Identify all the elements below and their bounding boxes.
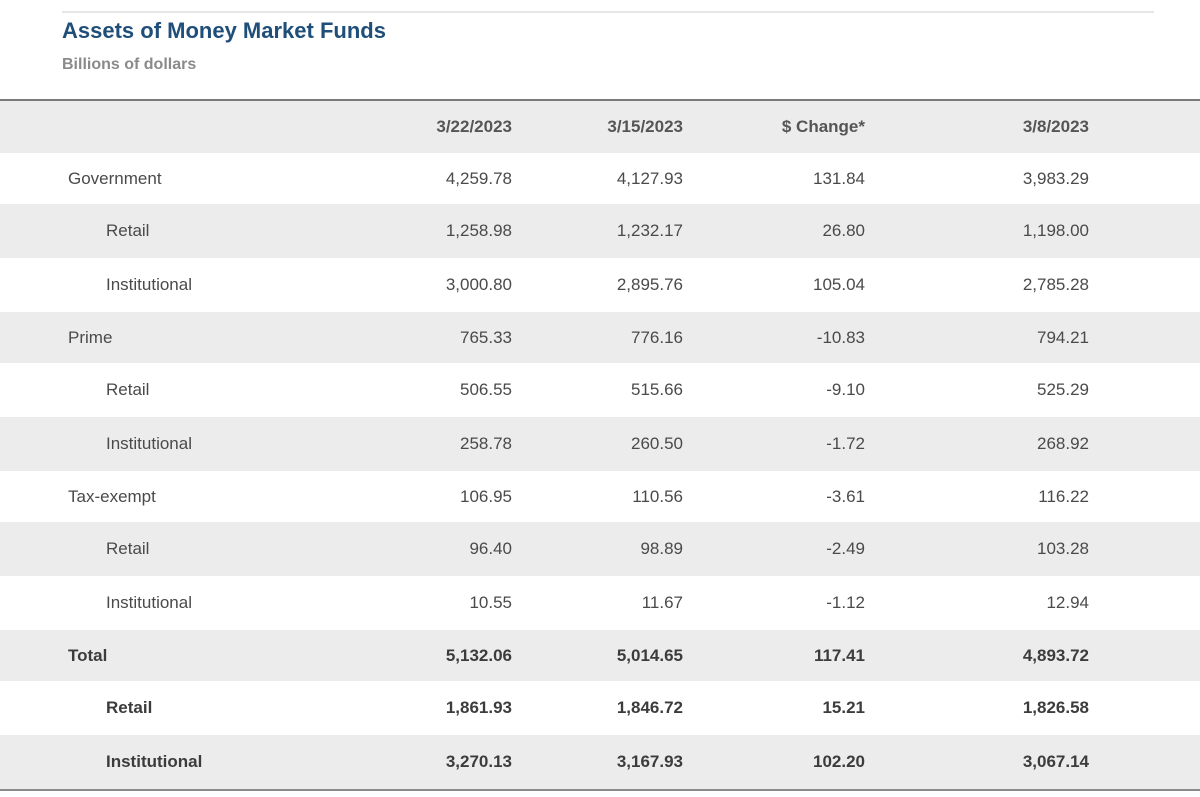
- value-3-22-2023: 258.78: [460, 434, 512, 453]
- value-change: 105.04: [813, 275, 865, 294]
- value-3-15-2023: 11.67: [641, 593, 683, 612]
- value-3-22-2023: 96.40: [469, 539, 512, 558]
- value-3-8-2023: 1,198.00: [1022, 221, 1089, 240]
- value-3-15-2023: 5,014.65: [616, 645, 683, 665]
- value-change: -1.72: [826, 434, 865, 453]
- header-col-3-15-2023: 3/15/2023: [607, 117, 683, 136]
- value-change: 117.41: [813, 645, 865, 665]
- value-3-22-2023: 10.55: [469, 593, 512, 612]
- table-row: Institutional 3,000.80 2,895.76 105.04 2,785…: [0, 258, 1200, 312]
- top-divider: [62, 11, 1154, 13]
- value-3-22-2023: 106.95: [460, 486, 512, 506]
- row-label: Prime: [68, 327, 113, 347]
- table-body: Government 4,259.78 4,127.93 131.84 3,983.29…: [0, 153, 1200, 789]
- value-3-15-2023: 1,232.17: [616, 221, 683, 240]
- value-3-22-2023: 1,861.93: [445, 698, 512, 717]
- header-col-change: $ Change*: [781, 117, 865, 136]
- value-3-8-2023: 794.21: [1037, 327, 1089, 347]
- value-3-8-2023: 3,067.14: [1022, 752, 1089, 771]
- value-3-15-2023: 260.50: [631, 434, 683, 453]
- table-row: Prime 765.33 776.16 -10.83 794.21: [0, 312, 1200, 363]
- value-3-15-2023: 2,895.76: [616, 275, 683, 294]
- table-row: Retail 1,258.98 1,232.17 26.80 1,198.00: [0, 204, 1200, 258]
- value-3-8-2023: 268.92: [1037, 434, 1089, 453]
- value-3-15-2023: 1,846.72: [616, 698, 683, 717]
- table-row: Institutional 10.55 11.67 -1.12 12.94: [0, 576, 1200, 630]
- row-label: Retail: [106, 221, 150, 240]
- value-3-8-2023: 525.29: [1037, 380, 1089, 399]
- row-label: Government: [68, 168, 162, 188]
- value-3-22-2023: 506.55: [460, 380, 512, 399]
- row-label: Institutional: [106, 752, 203, 771]
- table-row: Total 5,132.06 5,014.65 117.41 4,893.72: [0, 630, 1200, 681]
- row-label: Retail: [106, 698, 153, 717]
- table-subtitle: Billions of dollars: [62, 56, 197, 73]
- row-label: Total: [68, 645, 108, 665]
- table-row: Retail 1,861.93 1,846.72 15.21 1,826.58: [0, 681, 1200, 735]
- table-row: Retail 96.40 98.89 -2.49 103.28: [0, 522, 1200, 576]
- value-3-8-2023: 116.22: [1038, 486, 1089, 506]
- header-col-3-22-2023: 3/22/2023: [436, 117, 512, 136]
- value-3-15-2023: 4,127.93: [616, 168, 683, 188]
- value-3-22-2023: 5,132.06: [445, 645, 512, 665]
- header-col-3-8-2023: 3/8/2023: [1022, 117, 1089, 136]
- row-label: Institutional: [106, 275, 192, 294]
- table-row: Institutional 3,270.13 3,167.93 102.20 3,067…: [0, 735, 1200, 789]
- table-row: Institutional 258.78 260.50 -1.72 268.92: [0, 417, 1200, 471]
- value-3-8-2023: 3,983.29: [1022, 168, 1089, 188]
- row-label: Institutional: [106, 593, 192, 612]
- table-header-row: 3/22/2023 3/15/2023 $ Change* 3/8/2023: [0, 101, 1200, 153]
- value-3-22-2023: 765.33: [460, 327, 512, 347]
- value-change: -1.12: [826, 593, 865, 612]
- table-row: Retail 506.55 515.66 -9.10 525.29: [0, 363, 1200, 417]
- row-label: Retail: [106, 380, 150, 399]
- value-change: -2.49: [826, 539, 865, 558]
- table-row: Government 4,259.78 4,127.93 131.84 3,983.29: [0, 153, 1200, 204]
- value-change: -9.10: [826, 380, 865, 399]
- bottom-divider: [0, 789, 1200, 791]
- table-title: Assets of Money Market Funds: [62, 18, 386, 43]
- value-3-8-2023: 103.28: [1037, 539, 1089, 558]
- value-3-22-2023: 1,258.98: [445, 221, 512, 240]
- value-3-15-2023: 98.89: [640, 539, 683, 558]
- row-label: Institutional: [106, 434, 192, 453]
- value-3-15-2023: 776.16: [631, 327, 683, 347]
- value-3-8-2023: 1,826.58: [1022, 698, 1089, 717]
- table-row: Tax-exempt 106.95 110.56 -3.61 116.22: [0, 471, 1200, 522]
- value-3-22-2023: 4,259.78: [445, 168, 512, 188]
- value-3-8-2023: 12.94: [1046, 593, 1089, 612]
- value-change: 131.84: [813, 168, 865, 188]
- value-3-15-2023: 110.56: [632, 486, 683, 506]
- value-change: 102.20: [813, 752, 865, 771]
- value-3-22-2023: 3,000.80: [445, 275, 512, 294]
- row-label: Tax-exempt: [68, 486, 156, 506]
- value-3-8-2023: 4,893.72: [1022, 645, 1089, 665]
- value-3-15-2023: 515.66: [631, 380, 683, 399]
- assets-table: 3/22/2023 3/15/2023 $ Change* 3/8/2023 G…: [0, 99, 1200, 791]
- value-change: -3.61: [826, 486, 865, 506]
- value-change: 26.80: [822, 221, 865, 240]
- value-change: -10.83: [816, 327, 865, 347]
- value-3-8-2023: 2,785.28: [1022, 275, 1089, 294]
- value-change: 15.21: [822, 698, 865, 717]
- row-label: Retail: [106, 539, 150, 558]
- value-3-22-2023: 3,270.13: [445, 752, 512, 771]
- value-3-15-2023: 3,167.93: [616, 752, 683, 771]
